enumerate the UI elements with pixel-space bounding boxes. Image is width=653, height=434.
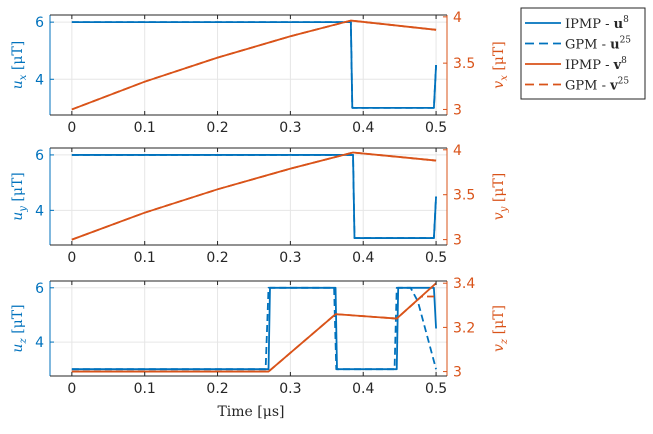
series-line-blue-dashed bbox=[71, 21, 437, 109]
right-y-tick-label: 4 bbox=[453, 143, 462, 159]
legend-item: GPM - u25 bbox=[525, 36, 631, 53]
x-tick-label: 0.3 bbox=[279, 381, 301, 397]
x-tick-label: 0.1 bbox=[134, 120, 156, 136]
x-tick-label: 0.4 bbox=[352, 381, 374, 397]
x-axis-label-group: Time [μs] bbox=[217, 404, 284, 420]
right-y-tick-label: 3 bbox=[453, 365, 462, 381]
legend-item: IPMP - v8 bbox=[525, 56, 627, 73]
x-tick-label: 0.3 bbox=[279, 250, 301, 266]
left-y-tick-label: 6 bbox=[35, 15, 44, 31]
right-y-axis-label: vx [μT] bbox=[491, 41, 510, 88]
left-y-tick-label: 4 bbox=[35, 335, 44, 351]
x-tick-label: 0.5 bbox=[425, 381, 447, 397]
left-y-axis-label: uz [μT] bbox=[10, 304, 29, 352]
left-y-tick-label: 4 bbox=[35, 203, 44, 219]
plot-area bbox=[50, 148, 447, 245]
right-y-tick-label: 3.5 bbox=[453, 188, 475, 204]
series-line-orange-dashed bbox=[71, 19, 437, 111]
legend-item: IPMP - u8 bbox=[525, 15, 629, 32]
left-y-tick-label: 4 bbox=[35, 72, 44, 88]
subplot-3: 0 0.1 0.2 0.3 0.4 0.5 4 6 3 3.2 3.4 uz [μT] vz [μT] bbox=[10, 276, 510, 397]
right-y-tick-label: 3.4 bbox=[453, 276, 475, 292]
legend-label: GPM - v25 bbox=[565, 77, 629, 94]
series-line-blue-dashed bbox=[71, 286, 437, 371]
x-tick-label: 0.1 bbox=[134, 381, 156, 397]
x-tick-label: 0.4 bbox=[352, 250, 374, 266]
x-axis-label: Time [μs] bbox=[217, 404, 284, 420]
plot-area bbox=[50, 281, 447, 376]
x-tick-label: 0 bbox=[67, 120, 76, 136]
x-tick-label: 0.2 bbox=[206, 250, 228, 266]
left-y-tick-label: 6 bbox=[35, 148, 44, 164]
right-y-axis-label: vz [μT] bbox=[491, 305, 510, 352]
right-y-tick-label: 3.5 bbox=[453, 56, 475, 72]
left-y-axis-label: uy [μT] bbox=[10, 172, 29, 221]
plot-area bbox=[50, 15, 447, 115]
legend-label: IPMP - v8 bbox=[565, 56, 627, 73]
x-tick-label: 0.3 bbox=[279, 120, 301, 136]
left-y-tick-label: 6 bbox=[35, 281, 44, 297]
x-tick-label: 0.2 bbox=[206, 381, 228, 397]
legend-label: IPMP - u8 bbox=[565, 15, 629, 32]
subplot-2: 0 0.1 0.2 0.3 0.4 0.5 4 6 3 3.5 4 uy [μT] vy [μT] bbox=[10, 143, 510, 266]
x-tick-label: 0.4 bbox=[352, 120, 374, 136]
series-line-orange-dashed bbox=[71, 151, 437, 241]
legend-item: GPM - v25 bbox=[525, 77, 629, 94]
x-tick-label: 0.5 bbox=[425, 250, 447, 266]
legend: IPMP - u8 GPM - u25 IPMP - v8 GPM - v25 bbox=[520, 7, 646, 100]
x-tick-label: 0 bbox=[67, 250, 76, 266]
subplots: 0 0.1 0.2 0.3 0.4 0.5 4 6 3 3.5 4 ux [μT] vx [μT] 0 0.… bbox=[10, 10, 510, 397]
x-tick-label: 0.2 bbox=[206, 120, 228, 136]
legend-label: GPM - u25 bbox=[565, 36, 631, 53]
left-y-axis-label: ux [μT] bbox=[10, 41, 29, 89]
right-y-tick-label: 3 bbox=[453, 102, 462, 118]
right-y-tick-label: 3 bbox=[453, 233, 462, 249]
right-y-tick-label: 4 bbox=[453, 10, 462, 26]
right-y-axis-label: vy [μT] bbox=[491, 173, 510, 220]
subplot-1: 0 0.1 0.2 0.3 0.4 0.5 4 6 3 3.5 4 ux [μT] vx [μT] bbox=[10, 10, 510, 136]
series-group bbox=[71, 19, 437, 111]
right-y-tick-label: 3.2 bbox=[453, 320, 475, 336]
series-line-blue-dashed bbox=[71, 154, 437, 239]
x-tick-label: 0 bbox=[67, 381, 76, 397]
series-group bbox=[71, 282, 437, 373]
x-tick-label: 0.5 bbox=[425, 120, 447, 136]
series-group bbox=[71, 151, 437, 241]
x-tick-label: 0.1 bbox=[134, 250, 156, 266]
